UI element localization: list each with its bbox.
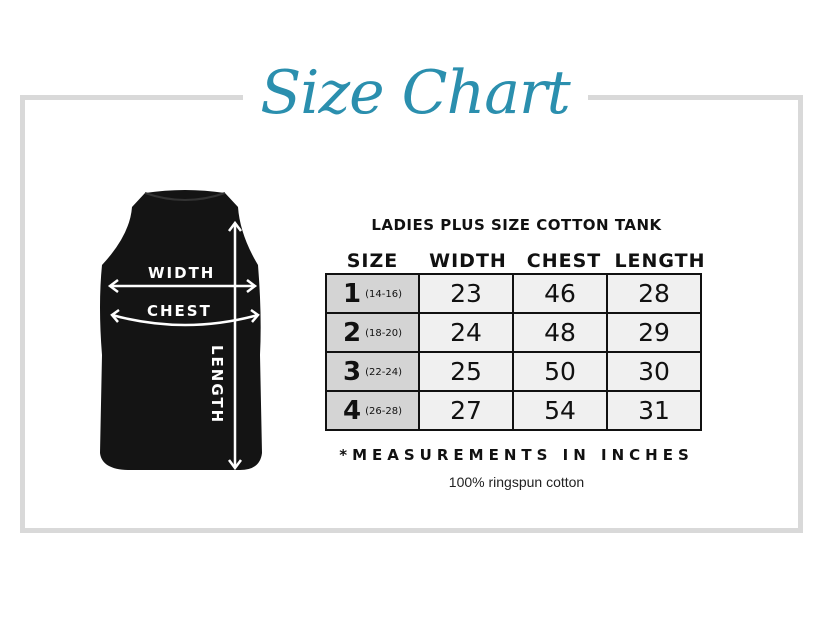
size-number: 4 <box>343 395 362 426</box>
size-range: (22-24) <box>365 367 402 378</box>
table-row: 2 (18-20) 24 48 29 <box>325 312 702 353</box>
size-cell: 1 (14-16) <box>325 273 420 314</box>
width-cell: 23 <box>418 273 514 314</box>
chest-label: CHEST <box>147 302 212 320</box>
size-cell: 4 (26-28) <box>325 390 420 431</box>
collar <box>144 192 226 201</box>
table-row: 1 (14-16) 23 46 28 <box>325 273 702 314</box>
chest-cell: 46 <box>512 273 608 314</box>
product-name: LADIES PLUS SIZE COTTON TANK <box>371 216 662 234</box>
width-cell: 24 <box>418 312 514 353</box>
header-size: SIZE <box>346 250 399 272</box>
chest-cell: 48 <box>512 312 608 353</box>
size-number: 2 <box>343 317 362 348</box>
table-row: 4 (26-28) 27 54 31 <box>325 390 702 431</box>
size-range: (18-20) <box>365 328 402 339</box>
length-label: LENGTH <box>208 345 226 425</box>
width-label: WIDTH <box>148 264 216 282</box>
page-title: Size Chart <box>260 58 571 128</box>
size-range: (14-16) <box>365 289 402 300</box>
measurement-note: *MEASUREMENTS IN INCHES <box>339 446 694 464</box>
tank-top-diagram <box>100 190 262 471</box>
size-cell: 3 (22-24) <box>325 351 420 392</box>
length-cell: 29 <box>606 312 702 353</box>
size-table: 1 (14-16) 23 46 28 2 (18-20) 24 48 29 3 (22… <box>325 273 702 431</box>
length-cell: 30 <box>606 351 702 392</box>
size-number: 1 <box>343 278 362 309</box>
table-headers: SIZE WIDTH CHEST LENGTH <box>325 250 708 272</box>
table-row: 3 (22-24) 25 50 30 <box>325 351 702 392</box>
frame-gap <box>243 85 588 105</box>
length-cell: 28 <box>606 273 702 314</box>
size-cell: 2 (18-20) <box>325 312 420 353</box>
header-length: LENGTH <box>614 250 706 272</box>
length-cell: 31 <box>606 390 702 431</box>
chest-arrow <box>111 313 259 327</box>
header-width: WIDTH <box>429 250 507 272</box>
header-chest: CHEST <box>526 250 602 272</box>
fabric-note: 100% ringspun cotton <box>448 474 585 490</box>
size-number: 3 <box>343 356 362 387</box>
size-range: (26-28) <box>365 406 402 417</box>
width-cell: 27 <box>418 390 514 431</box>
chest-cell: 50 <box>512 351 608 392</box>
chest-cell: 54 <box>512 390 608 431</box>
width-cell: 25 <box>418 351 514 392</box>
tank-top-silhouette <box>100 190 262 470</box>
